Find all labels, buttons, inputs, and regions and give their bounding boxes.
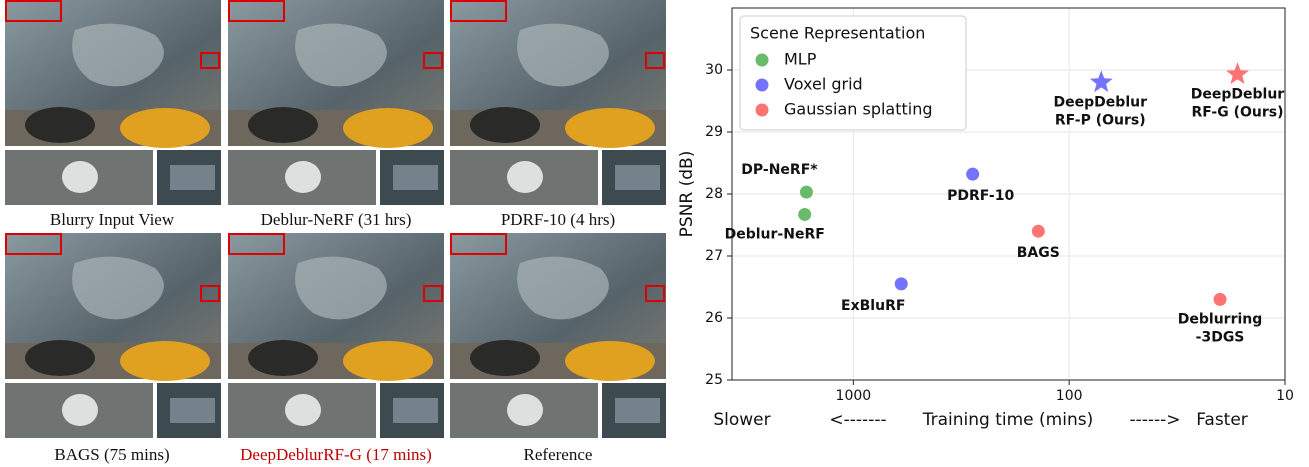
- legend-marker: [755, 78, 769, 92]
- point: [798, 207, 812, 221]
- caption: DeepDeblurRF-G (17 mins): [240, 445, 432, 464]
- y-tick-label: 25: [705, 372, 723, 388]
- zoom-box: [645, 285, 665, 302]
- x-axis-label: <-------: [829, 410, 886, 430]
- chart: 25 26 27 28 29 30 1000 100 10 PSNR (dB) Slower <---…: [677, 7, 1294, 430]
- map-shape: [72, 256, 164, 320]
- point-label: DeepDeblur: [1054, 94, 1148, 110]
- x-tick-label: 1000: [836, 388, 872, 404]
- caption: Blurry Input View: [50, 210, 175, 229]
- legend-marker: [755, 103, 769, 117]
- crop-sign: [170, 165, 215, 190]
- crop-light: [285, 394, 321, 426]
- crop-light: [285, 161, 321, 193]
- chair: [470, 107, 540, 143]
- point-label: DeepDeblur: [1191, 86, 1285, 102]
- zoom-box: [228, 233, 285, 255]
- crop-light: [507, 394, 543, 426]
- legend-title: Scene Representation: [750, 24, 925, 43]
- point-label: Deblurring: [1178, 311, 1263, 327]
- legend-label: MLP: [784, 50, 817, 69]
- point: [1213, 292, 1227, 306]
- legend-marker: [755, 53, 769, 67]
- crop-light: [507, 161, 543, 193]
- point: [894, 277, 908, 291]
- legend-label: Voxel grid: [784, 75, 863, 94]
- y-tick-label: 29: [705, 124, 723, 140]
- chair: [25, 107, 95, 143]
- map-shape: [295, 23, 387, 87]
- y-tick-label: 28: [705, 186, 723, 202]
- point-label: ExBluRF: [841, 298, 905, 314]
- point: [966, 167, 980, 181]
- point: [1226, 62, 1249, 84]
- chair: [470, 340, 540, 376]
- chair: [343, 108, 433, 148]
- caption: PDRF-10 (4 hrs): [501, 210, 615, 229]
- y-axis-label: PSNR (dB): [677, 151, 697, 238]
- crop-sign: [393, 398, 438, 423]
- map-shape: [295, 256, 387, 320]
- crop-sign: [615, 398, 660, 423]
- y-tick-label: 26: [705, 310, 723, 326]
- zoom-box: [200, 52, 220, 69]
- legend-label: Gaussian splatting: [784, 100, 933, 119]
- zoom-box: [423, 285, 443, 302]
- y-tick-label: 27: [705, 248, 723, 264]
- point-label: BAGS: [1017, 245, 1060, 261]
- caption: Reference: [524, 445, 593, 464]
- crop-light: [62, 161, 98, 193]
- point: [799, 185, 813, 199]
- zoom-box: [423, 52, 443, 69]
- image-panels: [5, 0, 666, 438]
- point-label: RF-G (Ours): [1191, 104, 1283, 120]
- zoom-box: [5, 233, 62, 255]
- point-label: -3DGS: [1196, 329, 1245, 345]
- chair: [248, 107, 318, 143]
- zoom-box: [200, 285, 220, 302]
- x-axis-label: Slower: [713, 410, 770, 430]
- map-shape: [517, 256, 609, 320]
- plot-frame: [731, 7, 1286, 381]
- x-tick-label: 10: [1276, 388, 1294, 404]
- map-shape: [72, 23, 164, 87]
- chair: [343, 341, 433, 381]
- chair: [565, 108, 655, 148]
- crop-light: [62, 394, 98, 426]
- x-tick-label: 100: [1056, 388, 1083, 404]
- point-label: Deblur-NeRF: [725, 226, 825, 242]
- crop-sign: [393, 165, 438, 190]
- y-tick-label: 30: [705, 62, 723, 78]
- chair: [25, 340, 95, 376]
- x-axis-label: ------>: [1129, 410, 1180, 430]
- zoom-box: [228, 0, 285, 22]
- caption: Deblur-NeRF (31 hrs): [261, 210, 412, 229]
- x-axis-label: Faster: [1196, 410, 1248, 430]
- point-label: DP-NeRF*: [741, 162, 818, 178]
- caption: BAGS (75 mins): [54, 445, 169, 464]
- map-shape: [517, 23, 609, 87]
- point: [1089, 70, 1113, 93]
- point-label: PDRF-10: [947, 188, 1014, 204]
- point-label: RF-P (Ours): [1055, 112, 1146, 128]
- zoom-box: [645, 52, 665, 69]
- crop-sign: [170, 398, 215, 423]
- point: [1031, 224, 1045, 238]
- x-axis-label: Training time (mins): [922, 410, 1093, 430]
- legend-box: [739, 15, 967, 131]
- chair: [248, 340, 318, 376]
- chair: [565, 341, 655, 381]
- crop-sign: [615, 165, 660, 190]
- zoom-box: [450, 233, 507, 255]
- chair: [120, 341, 210, 381]
- zoom-box: [5, 0, 62, 22]
- chair: [120, 108, 210, 148]
- zoom-box: [450, 0, 507, 22]
